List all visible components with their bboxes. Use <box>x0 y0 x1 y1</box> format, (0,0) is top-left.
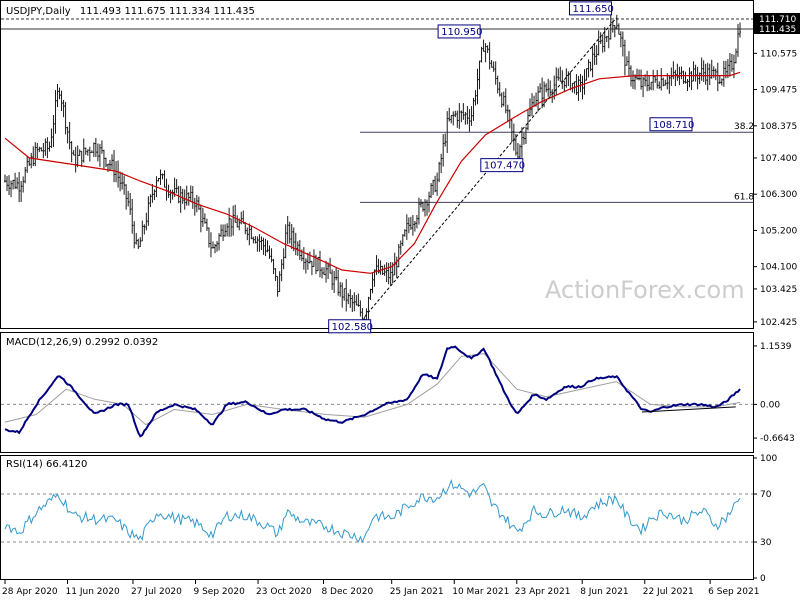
date-tick-label: 28 Apr 2020 <box>2 587 58 597</box>
price-highlight-box <box>754 13 800 24</box>
price-tick-label: 102.425 <box>760 318 797 328</box>
price-tick-label: 110.575 <box>760 49 797 59</box>
price-tick-label: 107.400 <box>760 154 797 164</box>
price-tick-label: 106.300 <box>760 190 797 200</box>
price-highlight-box <box>754 23 800 34</box>
swing-labels: 102.580 110.950 107.470 111.650 108.710 <box>328 1 694 334</box>
swing-label-text: 111.650 <box>572 4 613 15</box>
price-highlight-label: 111.435 <box>759 25 796 35</box>
macd-header: MACD(12,26,9) 0.2992 0.0392 <box>6 337 158 348</box>
swing-label-text: 102.580 <box>332 322 373 333</box>
swing-label-text: 107.470 <box>484 161 525 172</box>
swing-label-box <box>568 1 612 16</box>
macd-axis: 1.1539 0.00 -0.6643 <box>753 342 795 444</box>
price-axis: 110.575 109.475 108.375 107.400 106.300 105.2… <box>753 13 800 328</box>
swing-label-box <box>649 117 693 132</box>
swing-label-text: 110.950 <box>441 27 482 38</box>
price-candles <box>4 13 741 326</box>
price-tick-label: 109.475 <box>760 86 797 96</box>
date-tick-label: 10 Mar 2021 <box>452 587 509 597</box>
swing-label-box <box>437 24 481 39</box>
date-tick-label: 25 Jan 2021 <box>390 587 444 597</box>
rsi-tick-label: 30 <box>760 538 772 548</box>
date-tick-label: 9 Sep 2020 <box>194 587 246 597</box>
macd-tick-label: 1.1539 <box>760 342 792 352</box>
date-axis: 28 Apr 2020 11 Jun 2020 27 Jul 2020 9 Sep 2… <box>2 580 759 597</box>
swing-label-text: 108.710 <box>653 120 694 131</box>
date-tick-label: 23 Oct 2020 <box>256 587 312 597</box>
fib-label: 38.2 <box>734 122 754 132</box>
rsi-header: RSI(14) 66.4120 <box>6 459 87 470</box>
date-tick-label: 8 Dec 2020 <box>321 587 373 597</box>
macd-line <box>4 345 741 438</box>
price-highlight-label: 111.710 <box>759 15 796 25</box>
symbol-label: USDJPY,Daily <box>6 6 71 17</box>
price-tick-label: 108.375 <box>760 122 797 132</box>
rsi-tick-label: 100 <box>760 454 777 464</box>
macd-divergence-line <box>641 406 736 413</box>
sma-polyline <box>4 71 741 274</box>
price-tick-label: 103.425 <box>760 285 797 295</box>
date-tick-label: 22 Jul 2021 <box>643 587 694 597</box>
rsi-panel-frame <box>0 455 754 580</box>
date-tick-label: 11 Jun 2020 <box>66 587 120 597</box>
price-panel-frame <box>0 0 754 329</box>
rsi-tick-label: 70 <box>760 490 772 500</box>
rsi-tick-label: 0 <box>760 574 766 584</box>
macd-tick-label: -0.6643 <box>760 434 795 444</box>
watermark: ActionForex.com <box>545 276 745 304</box>
date-tick-label: 6 Sep 2021 <box>708 587 759 597</box>
macd-signal-line <box>4 353 741 426</box>
rsi-lines <box>1 478 753 544</box>
date-tick-label: 8 Jun 2021 <box>580 587 628 597</box>
rsi-line <box>4 478 741 544</box>
date-tick-label: 23 Apr 2021 <box>515 587 571 597</box>
macd-panel-frame <box>0 332 754 453</box>
swing-label-box <box>480 158 524 173</box>
price-header: USDJPY,Daily 111.493 111.675 111.334 111… <box>6 6 255 17</box>
sma-line <box>4 71 741 274</box>
price-tick-label: 104.100 <box>760 263 797 273</box>
date-tick-label: 27 Jul 2020 <box>131 587 182 597</box>
swing-label-box <box>328 319 372 334</box>
macd-lines <box>1 345 753 438</box>
rsi-axis: 100 70 30 0 <box>753 454 777 584</box>
macd-tick-label: 0.00 <box>760 400 780 410</box>
price-tick-label: 105.200 <box>760 226 797 236</box>
fib-label: 61.8 <box>734 192 754 202</box>
ohlc-label: 111.493 111.675 111.334 111.435 <box>80 6 255 17</box>
